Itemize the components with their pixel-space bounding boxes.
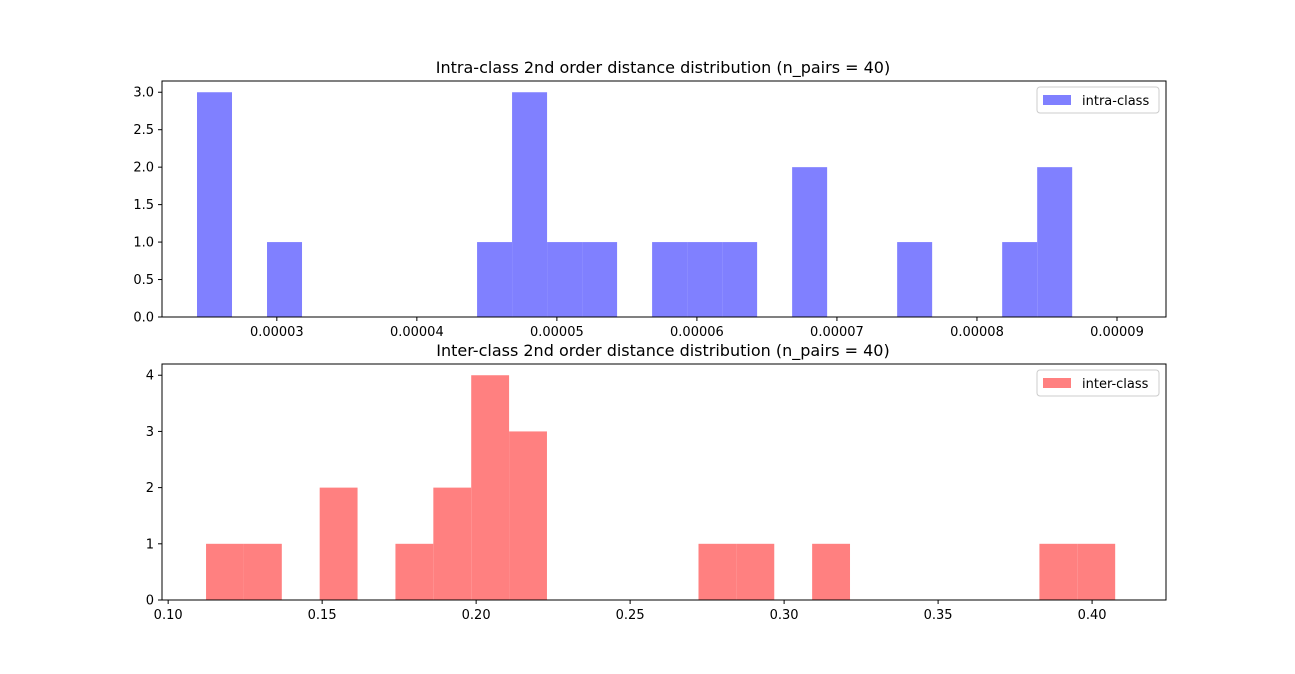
legend-box [1036, 86, 1160, 114]
histogram-bar [243, 543, 282, 600]
histogram-bar [1037, 167, 1073, 317]
y-tick-label: 2 [146, 481, 154, 496]
x-tick-label: 0.00009 [1090, 325, 1144, 340]
histogram-bar [1002, 242, 1038, 317]
x-tick-label: 0.20 [462, 608, 491, 623]
histogram-bar [267, 242, 303, 317]
bars [197, 92, 1073, 317]
histogram-bar [687, 242, 723, 317]
y-tick-label: 3.0 [133, 86, 154, 101]
x-tick-label: 0.10 [154, 608, 183, 623]
histogram-bar [698, 543, 737, 600]
y-tick-label: 1.0 [133, 236, 154, 251]
y-tick-label: 2.5 [133, 123, 154, 138]
plot-frame [161, 363, 1167, 601]
y-axis-ticks: 0.0 0.5 1.0 1.5 2.0 2.5 3.0 [133, 86, 162, 326]
y-tick-label: 1 [146, 537, 154, 552]
histogram-bar [547, 242, 583, 317]
plot-frame [161, 80, 1167, 318]
x-tick-label: 0.00005 [530, 325, 584, 340]
legend-label: intra-class [1082, 94, 1149, 109]
histogram-bar [319, 487, 358, 600]
chart-title: Intra-class 2nd order distance distribut… [436, 58, 890, 78]
histogram-bar [897, 242, 933, 317]
chart-title: Inter-class 2nd order distance distribut… [436, 341, 889, 361]
y-tick-label: 4 [146, 369, 154, 384]
histogram-bar [471, 375, 510, 600]
x-tick-label: 0.25 [616, 608, 645, 623]
legend: inter-class [1036, 369, 1160, 397]
x-tick-label: 0.00007 [810, 325, 864, 340]
histogram-bar [736, 543, 775, 600]
histogram-bar [477, 242, 513, 317]
y-tick-label: 3 [146, 425, 154, 440]
y-tick-label: 0.5 [133, 273, 154, 288]
x-tick-label: 0.40 [1078, 608, 1107, 623]
x-tick-label: 0.00006 [670, 325, 724, 340]
histogram-bar [509, 431, 547, 600]
histogram-bar [433, 487, 472, 600]
intra-class-histogram: Intra-class 2nd order distance distribut… [133, 58, 1167, 340]
histogram-bar [722, 242, 758, 317]
y-axis-ticks: 0 1 2 3 4 [146, 369, 162, 609]
histogram-bar [512, 92, 548, 317]
x-axis-ticks: 0.10 0.15 0.20 0.25 0.30 0.35 0.40 [154, 600, 1107, 623]
histogram-bar [206, 543, 244, 600]
histogram-bar [395, 543, 434, 600]
y-tick-label: 2.0 [133, 161, 154, 176]
y-tick-label: 0 [146, 594, 154, 609]
legend-box [1036, 369, 1160, 397]
x-tick-label: 0.35 [924, 608, 953, 623]
legend-label: inter-class [1082, 377, 1149, 392]
x-tick-label: 0.15 [308, 608, 337, 623]
x-tick-label: 0.00004 [390, 325, 444, 340]
histogram-bar [792, 167, 828, 317]
x-tick-label: 0.00008 [950, 325, 1004, 340]
legend: intra-class [1036, 86, 1160, 114]
y-tick-label: 0.0 [133, 311, 154, 326]
histogram-bar [812, 543, 851, 600]
y-tick-label: 1.5 [133, 198, 154, 213]
histogram-bar [1039, 543, 1078, 600]
histogram-bar [197, 92, 233, 317]
histogram-bar [652, 242, 688, 317]
legend-swatch [1043, 95, 1071, 105]
bars [206, 375, 1116, 600]
histogram-bar [1077, 543, 1116, 600]
x-tick-label: 0.00003 [250, 325, 304, 340]
legend-swatch [1043, 378, 1071, 388]
x-tick-label: 0.30 [770, 608, 799, 623]
x-axis-ticks: 0.00003 0.00004 0.00005 0.00006 0.00007 0.000… [250, 317, 1144, 340]
histogram-bar [582, 242, 618, 317]
inter-class-histogram: Inter-class 2nd order distance distribut… [146, 341, 1167, 623]
